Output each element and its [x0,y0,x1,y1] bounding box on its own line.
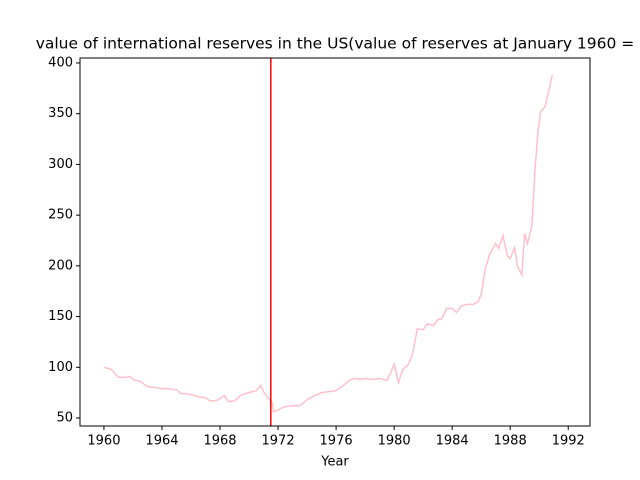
x-tick-label: 1972 [262,434,295,449]
y-tick-label: 100 [48,360,73,375]
x-tick-label: 1992 [552,434,585,449]
x-tick-label: 1988 [494,434,527,449]
plot-frame [79,57,591,427]
y-tick-label: 250 [48,208,73,223]
x-tick-label: 1976 [320,434,353,449]
y-tick-label: 300 [48,157,73,172]
y-tick-label: 350 [48,106,73,121]
x-tick-label: 1964 [145,434,178,449]
x-tick-label: 1980 [378,434,411,449]
x-tick-label: 1968 [203,434,236,449]
chart-title: value of international reserves in the U… [36,35,635,53]
x-tick-label: 1984 [436,434,469,449]
x-tick-label: 1960 [87,434,120,449]
data-line [103,74,554,414]
y-tick-label: 50 [56,410,73,425]
y-tick-label: 400 [48,55,73,70]
y-tick-label: 150 [48,309,73,324]
x-axis-label: Year [320,455,349,470]
y-tick-label: 200 [48,258,73,273]
